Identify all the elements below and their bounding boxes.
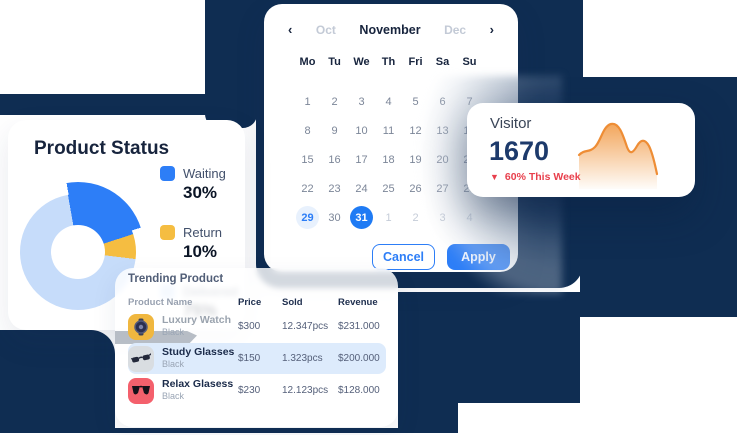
- date-cell[interactable]: 9: [331, 124, 338, 137]
- sunglasses-icon: [128, 377, 154, 404]
- product-revenue: $200.000: [338, 353, 380, 364]
- bg-shape-bottom-foot: [398, 403, 458, 433]
- product-sold: 12.123pcs: [282, 385, 329, 396]
- product-status-card: Product Status Waiting30%Return10%Delive…: [8, 120, 245, 330]
- date-cell[interactable]: 29: [296, 206, 319, 229]
- visitor-title: Visitor: [490, 115, 532, 132]
- product-status-title: Product Status: [34, 138, 170, 159]
- trending-product-table: Product Name Price Sold Revenue Luxury Watc…: [128, 294, 386, 406]
- legend-swatch: [160, 166, 175, 181]
- legend-item: Waiting 30%: [160, 166, 238, 203]
- product-name: Luxury Watch Black: [162, 314, 232, 338]
- product-variant: Black: [162, 391, 185, 402]
- product-row[interactable]: Study Glasses Black $150 1.323pcs $200.000: [128, 343, 386, 374]
- weekday-label: Tu: [328, 56, 341, 68]
- product-name: Relax Glasess Black: [162, 378, 234, 402]
- product-revenue: $128.000: [338, 385, 380, 396]
- legend-item: Return 10%: [160, 225, 238, 262]
- column-header: Sold: [282, 296, 303, 308]
- date-cell[interactable]: 17: [355, 153, 368, 166]
- date-cell[interactable]: 23: [328, 182, 341, 195]
- date-cell[interactable]: 24: [355, 182, 368, 195]
- date-cell[interactable]: 1: [385, 211, 392, 224]
- product-variant: Black: [162, 359, 185, 370]
- weekday-label: Mo: [299, 56, 316, 68]
- legend-percent: 10%: [183, 242, 218, 261]
- date-cell[interactable]: 1: [304, 95, 311, 108]
- product-status-donut-chart: [12, 182, 144, 314]
- prev-month-label[interactable]: Oct: [315, 22, 336, 37]
- date-cell[interactable]: 2: [331, 95, 338, 108]
- date-cell[interactable]: 10: [355, 124, 368, 137]
- table-header-row: Product Name Price Sold Revenue: [128, 294, 386, 310]
- column-header: Revenue: [338, 296, 378, 308]
- calendar-header: ‹ Oct November Dec ›: [264, 22, 518, 37]
- product-price: $150: [238, 353, 261, 364]
- glasses-icon: [128, 345, 154, 372]
- date-cell[interactable]: 30: [328, 211, 341, 224]
- weekday-label: Fri: [408, 56, 423, 68]
- legend-label: Waiting: [183, 166, 226, 181]
- visitor-area-chart: [577, 122, 659, 189]
- visitor-count: 1670: [489, 136, 550, 166]
- column-header: Price: [238, 296, 262, 308]
- next-month-label[interactable]: Dec: [444, 22, 467, 37]
- date-cell-selected[interactable]: 31: [350, 206, 373, 229]
- date-cell[interactable]: 22: [301, 182, 314, 195]
- current-month-label: November: [359, 22, 421, 37]
- product-variant: Black: [162, 327, 185, 338]
- watch-icon: [128, 313, 154, 340]
- date-cell[interactable]: 8: [304, 124, 311, 137]
- chevron-right-icon[interactable]: ›: [489, 22, 494, 37]
- product-row[interactable]: Relax Glasess Black $230 12.123pcs $128.000: [128, 375, 386, 406]
- bg-shape-bottom-strip: [113, 428, 458, 433]
- date-cell[interactable]: 15: [301, 153, 314, 166]
- date-cell[interactable]: 25: [382, 182, 395, 195]
- legend-percent: 30%: [183, 183, 218, 202]
- date-cell[interactable]: 4: [385, 95, 392, 108]
- product-price: $300: [238, 321, 261, 332]
- product-sold: 1.323pcs: [282, 353, 323, 364]
- visitor-change: ▼ 60% This Week: [490, 171, 581, 183]
- bg-shape-bottom-left: [0, 330, 115, 433]
- weekday-label: Th: [381, 56, 396, 68]
- legend-swatch: [160, 225, 175, 240]
- weekday-label: We: [353, 56, 370, 68]
- product-row[interactable]: Luxury Watch Black $300 12.347pcs $231.000: [128, 311, 386, 342]
- product-name: Study Glasses Black: [162, 346, 235, 370]
- weekday-label: Su: [462, 56, 477, 68]
- bg-shape-bottom-middle: [398, 292, 580, 403]
- product-revenue: $231.000: [338, 321, 380, 332]
- date-cell[interactable]: 11: [382, 124, 395, 137]
- visitor-card: Visitor 1670 ▼ 60% This Week: [467, 103, 695, 197]
- donut-hole: [51, 225, 105, 279]
- column-header: Product Name: [128, 296, 193, 308]
- triangle-down-icon: ▼: [490, 172, 499, 182]
- legend-label: Return: [183, 225, 223, 240]
- date-cell[interactable]: 3: [358, 95, 365, 108]
- date-cell[interactable]: 16: [328, 153, 341, 166]
- product-price: $230: [238, 385, 261, 396]
- calendar-weekday-row: Mo Tu We Th Fri Sa Su: [294, 56, 483, 68]
- date-cell[interactable]: 18: [382, 153, 395, 166]
- trending-product-title: Trending Product: [128, 273, 224, 285]
- bg-shape-top-stub: [205, 0, 257, 128]
- weekday-label: Sa: [435, 56, 450, 68]
- product-sold: 12.347pcs: [282, 321, 329, 332]
- bg-shape-top-left-bar: [0, 94, 212, 115]
- chevron-left-icon[interactable]: ‹: [288, 22, 293, 37]
- visitor-change-text: 60% This Week: [504, 171, 581, 183]
- trending-product-card: Trending Product Product Name Price Sold Re…: [115, 268, 398, 427]
